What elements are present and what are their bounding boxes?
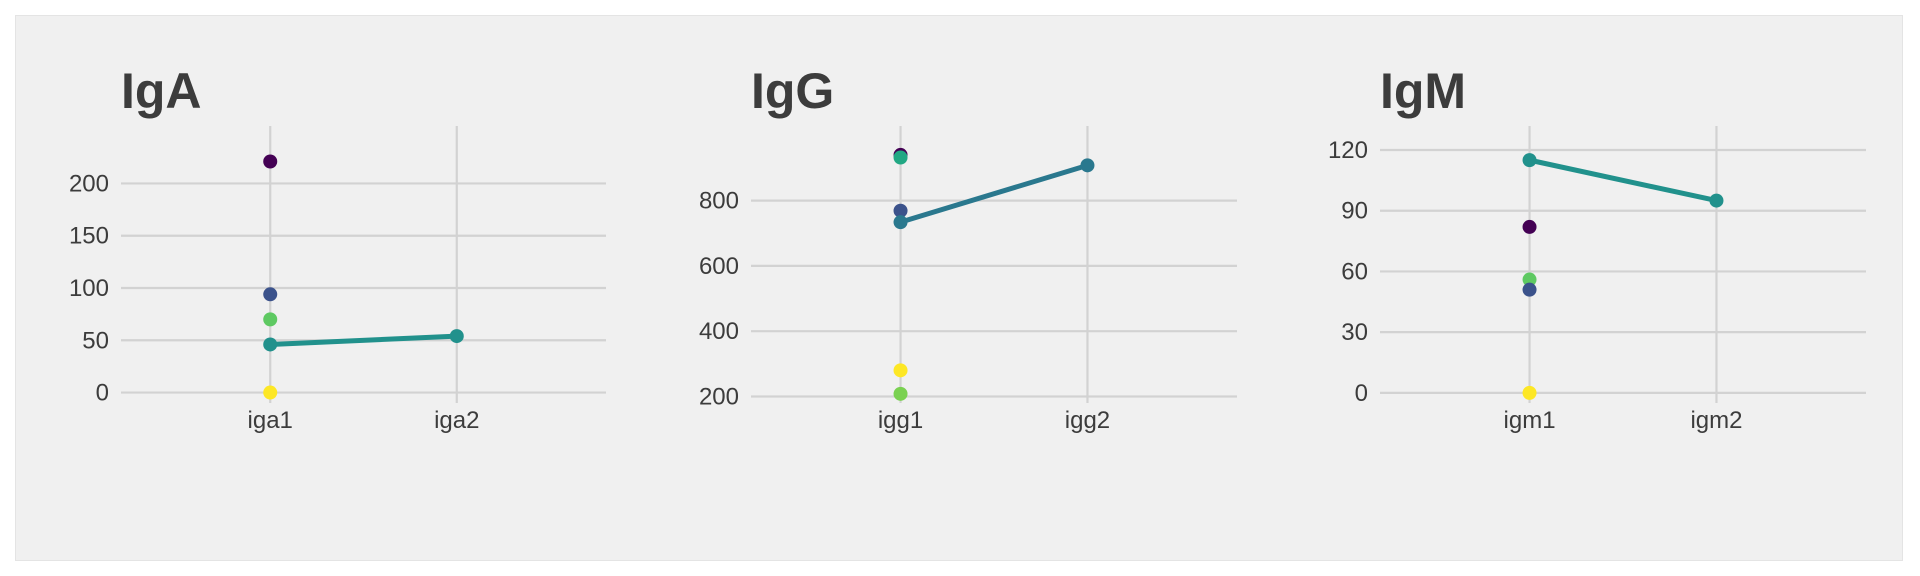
chart-figure: 0 50 100 150 200 iga1 iga2 IgA 200 400 600 800 igg1 i… bbox=[15, 15, 1903, 561]
iga-y-tick-label: 200 bbox=[69, 170, 109, 197]
iga-series-line bbox=[267, 333, 460, 347]
igg-data-point bbox=[893, 203, 908, 218]
iga-data-point bbox=[263, 385, 278, 400]
igm-y-tick-label: 120 bbox=[1328, 137, 1368, 164]
igm-y-tick-label: 30 bbox=[1341, 319, 1368, 346]
igm-x-tick-label: igm1 bbox=[1504, 407, 1556, 434]
iga-data-point bbox=[263, 337, 278, 352]
iga-y-tick-label: 50 bbox=[82, 327, 109, 354]
igg-y-tick-label: 400 bbox=[699, 318, 739, 345]
igg-x-tick-label: igg2 bbox=[1065, 407, 1110, 434]
iga-data-point bbox=[449, 329, 464, 344]
igm-y-tick-label: 90 bbox=[1341, 198, 1368, 225]
igg-data-point bbox=[893, 150, 908, 165]
iga-data-point bbox=[263, 287, 278, 302]
iga-x-tick-label: iga1 bbox=[248, 407, 293, 434]
igm-data-point bbox=[1522, 385, 1537, 400]
iga-data-point bbox=[263, 312, 278, 327]
igm-series-line bbox=[1527, 157, 1719, 204]
igg-panel-title: IgG bbox=[751, 63, 834, 119]
iga-y-tick-label: 0 bbox=[96, 380, 109, 407]
igg-x-tick-label: igg1 bbox=[878, 407, 923, 434]
iga-panel-title: IgA bbox=[121, 63, 202, 119]
igm-panel-title: IgM bbox=[1380, 63, 1466, 119]
iga-y-tick-label: 150 bbox=[69, 223, 109, 250]
igg-series-line bbox=[898, 162, 1090, 225]
iga-y-tick-label: 100 bbox=[69, 275, 109, 302]
igm-data-point bbox=[1709, 193, 1724, 208]
igg-y-tick-label: 600 bbox=[699, 253, 739, 280]
igg-data-point bbox=[893, 386, 908, 401]
igm-data-point bbox=[1522, 153, 1537, 168]
igm-y-tick-label: 0 bbox=[1355, 380, 1368, 407]
igg-data-point bbox=[1080, 158, 1095, 173]
igm-data-point bbox=[1522, 272, 1537, 287]
iga-data-point bbox=[263, 154, 278, 169]
igm-x-tick-label: igm2 bbox=[1690, 407, 1742, 434]
igm-data-point bbox=[1522, 282, 1537, 297]
igg-y-tick-label: 200 bbox=[699, 383, 739, 410]
igm-data-point bbox=[1522, 219, 1537, 234]
igm-y-tick-label: 60 bbox=[1341, 258, 1368, 285]
igg-data-point bbox=[893, 215, 908, 230]
igg-y-tick-label: 800 bbox=[699, 188, 739, 215]
iga-x-tick-label: iga2 bbox=[434, 407, 479, 434]
igg-data-point bbox=[893, 363, 908, 378]
